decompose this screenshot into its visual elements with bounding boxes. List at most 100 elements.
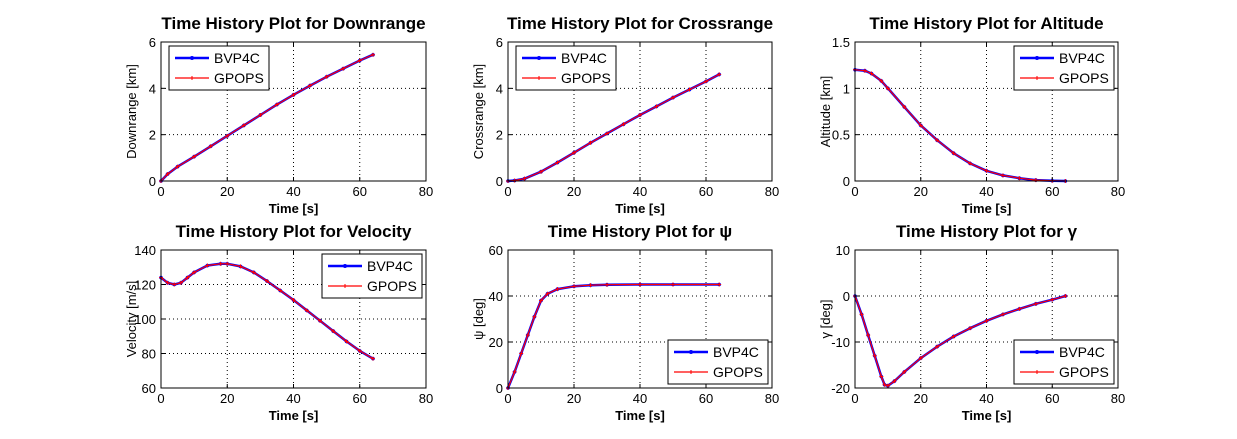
x-tick-label: 20 <box>220 184 234 199</box>
data-point-gpops <box>192 154 197 159</box>
legend-marker <box>537 76 541 80</box>
data-point-gpops <box>512 369 517 374</box>
y-tick-label: 2 <box>149 128 156 143</box>
legend-label: GPOPS <box>1059 364 1109 380</box>
x-tick-label: 0 <box>504 391 511 406</box>
x-tick-label: 0 <box>851 391 858 406</box>
x-tick-label: 20 <box>220 391 234 406</box>
x-tick-label: 0 <box>504 184 511 199</box>
x-tick-label: 60 <box>353 184 367 199</box>
y-tick-label: 20 <box>489 335 503 350</box>
data-point-gpops <box>879 78 884 83</box>
x-tick-label: 80 <box>419 391 433 406</box>
data-point-gpops <box>532 314 537 319</box>
data-point-gpops <box>918 356 923 361</box>
data-point-gpops <box>671 282 675 287</box>
data-point-gpops <box>525 333 530 338</box>
data-point-gpops <box>951 334 956 339</box>
data-point-gpops <box>859 312 864 317</box>
y-tick-label: 2 <box>496 128 503 143</box>
legend: BVP4C GPOPS <box>321 253 423 299</box>
y-axis-label: Downrange [km] <box>124 64 139 159</box>
data-point-gpops <box>1000 312 1005 317</box>
legend-box <box>667 339 769 385</box>
data-point-gpops <box>984 318 989 323</box>
chart-title: Time History Plot for Downrange <box>161 14 425 33</box>
data-point-gpops <box>522 176 527 181</box>
x-tick-label: 20 <box>914 391 928 406</box>
chart-title: Time History Plot for γ <box>896 222 1078 241</box>
legend: BVP4C GPOPS <box>168 45 270 91</box>
data-point-gpops <box>935 138 940 143</box>
x-tick-label: 60 <box>1045 391 1059 406</box>
legend-label: GPOPS <box>214 70 264 86</box>
data-point-gpops <box>968 326 973 331</box>
data-point-gpops <box>165 172 170 177</box>
subplot-6: 0 20 40 60 80 -20 -10 0 10 Time History Plot for … <box>818 222 1125 423</box>
data-point-gpops <box>1050 297 1055 302</box>
series-line-gpops <box>507 283 720 389</box>
y-tick-label: 0 <box>843 289 850 304</box>
x-tick-label: 40 <box>979 391 993 406</box>
y-axis-label: Velocity [m/s] <box>124 281 139 358</box>
data-point-gpops <box>539 169 543 174</box>
data-point-gpops <box>918 123 923 128</box>
x-tick-label: 40 <box>286 184 300 199</box>
x-tick-label: 40 <box>633 184 647 199</box>
data-point-gpops <box>175 164 180 169</box>
legend-label: GPOPS <box>561 70 611 86</box>
subplot-5: 0 20 40 60 80 0 20 40 60 Time History Plot for ψ T… <box>471 222 779 423</box>
legend-label: GPOPS <box>1059 70 1109 86</box>
data-point-gpops <box>324 74 329 79</box>
subplot-1: 0 20 40 60 80 0 2 4 6 Time History Plot for Downr… <box>124 14 433 216</box>
data-point-gpops <box>357 58 362 63</box>
y-tick-label: 1.5 <box>832 35 850 50</box>
data-point-gpops <box>1017 176 1022 181</box>
legend-marker <box>343 284 347 288</box>
legend: BVP4C GPOPS <box>667 339 769 385</box>
y-tick-label: -20 <box>831 381 850 396</box>
y-tick-label: 60 <box>142 381 156 396</box>
x-tick-label: 40 <box>286 391 300 406</box>
data-point-gpops <box>192 270 197 275</box>
x-axis-label: Time [s] <box>615 408 665 423</box>
data-point-gpops <box>621 122 626 127</box>
x-tick-label: 20 <box>567 184 581 199</box>
x-tick-label: 20 <box>567 391 581 406</box>
x-tick-label: 80 <box>765 184 779 199</box>
data-point-gpops <box>357 348 362 353</box>
x-tick-label: 20 <box>914 184 928 199</box>
legend-label: BVP4C <box>214 50 260 66</box>
chart-title: Time History Plot for Velocity <box>176 222 412 241</box>
data-point-gpops <box>278 288 283 293</box>
data-point-gpops <box>1033 301 1038 306</box>
y-tick-label: 4 <box>149 81 156 96</box>
data-point-gpops <box>185 275 190 280</box>
legend-marker <box>689 370 693 374</box>
data-point-gpops <box>341 66 346 71</box>
data-point-gpops <box>1017 306 1022 311</box>
x-tick-label: 80 <box>1111 391 1125 406</box>
data-point-gpops <box>172 282 177 287</box>
data-point-gpops <box>984 168 989 173</box>
chart-title: Time History Plot for ψ <box>548 222 732 241</box>
data-point-gpops <box>885 86 890 91</box>
y-tick-label: 0 <box>496 381 503 396</box>
data-point-gpops <box>208 144 213 149</box>
data-point-gpops <box>344 339 349 344</box>
legend-box <box>1013 339 1115 385</box>
legend-box <box>321 253 423 299</box>
y-tick-label: 60 <box>489 243 503 258</box>
data-point-gpops <box>866 333 871 338</box>
subplot-2: 0 20 40 60 80 0 2 4 6 Time History Plot for Cross… <box>471 14 779 216</box>
data-point-gpops <box>638 112 642 117</box>
data-point-gpops <box>265 279 269 284</box>
y-axis-label: Altitude [km] <box>818 76 833 148</box>
y-tick-label: 4 <box>496 81 503 96</box>
data-point-gpops <box>572 284 576 289</box>
chart-title: Time History Plot for Crossrange <box>507 14 773 33</box>
legend-marker <box>537 56 541 60</box>
y-tick-label: 0 <box>496 174 503 189</box>
data-point-gpops <box>318 318 322 323</box>
data-point-gpops <box>371 52 375 57</box>
